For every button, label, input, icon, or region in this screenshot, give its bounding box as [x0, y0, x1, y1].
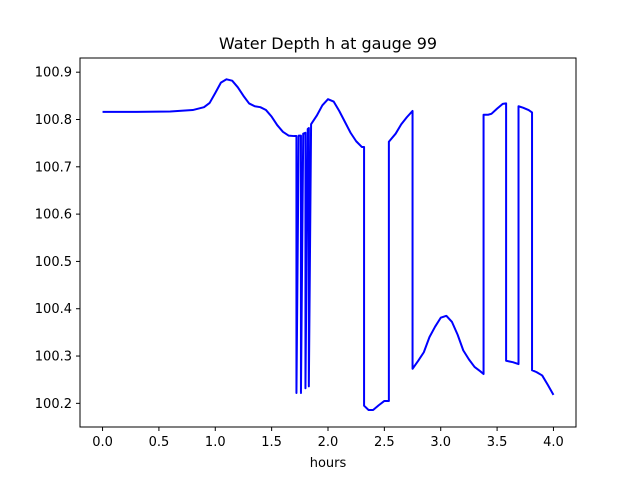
y-tick-label: 100.8 [35, 113, 72, 128]
x-tick-label: 4.0 [543, 435, 564, 450]
x-tick-label: 1.0 [205, 435, 226, 450]
series-line [102, 78, 555, 411]
x-axis-ticks: 0.0 0.5 1.0 1.5 2.0 2.5 3.0 3.5 4.0 [92, 427, 564, 450]
x-tick-label: 3.0 [430, 435, 451, 450]
y-tick-label: 100.2 [35, 397, 72, 412]
chart-title: Water Depth h at gauge 99 [219, 34, 437, 53]
axes-frame [79, 57, 577, 428]
x-tick-label: 0.0 [92, 435, 113, 450]
y-tick-label: 100.3 [35, 350, 72, 365]
y-tick-label: 100.5 [35, 255, 72, 270]
y-tick-label: 100.9 [35, 66, 72, 81]
plot-area [102, 78, 555, 411]
x-tick-label: 3.5 [487, 435, 508, 450]
y-axis-ticks: 100.2 100.3 100.4 100.5 100.6 100.7 100.8 100.9 [35, 66, 80, 412]
y-tick-label: 100.7 [35, 160, 72, 175]
x-tick-label: 1.5 [261, 435, 282, 450]
x-tick-label: 2.5 [374, 435, 395, 450]
y-tick-label: 100.6 [35, 208, 72, 223]
x-tick-label: 0.5 [149, 435, 170, 450]
x-axis-label: hours [310, 456, 347, 471]
y-tick-label: 100.4 [35, 302, 72, 317]
x-tick-label: 2.0 [318, 435, 339, 450]
